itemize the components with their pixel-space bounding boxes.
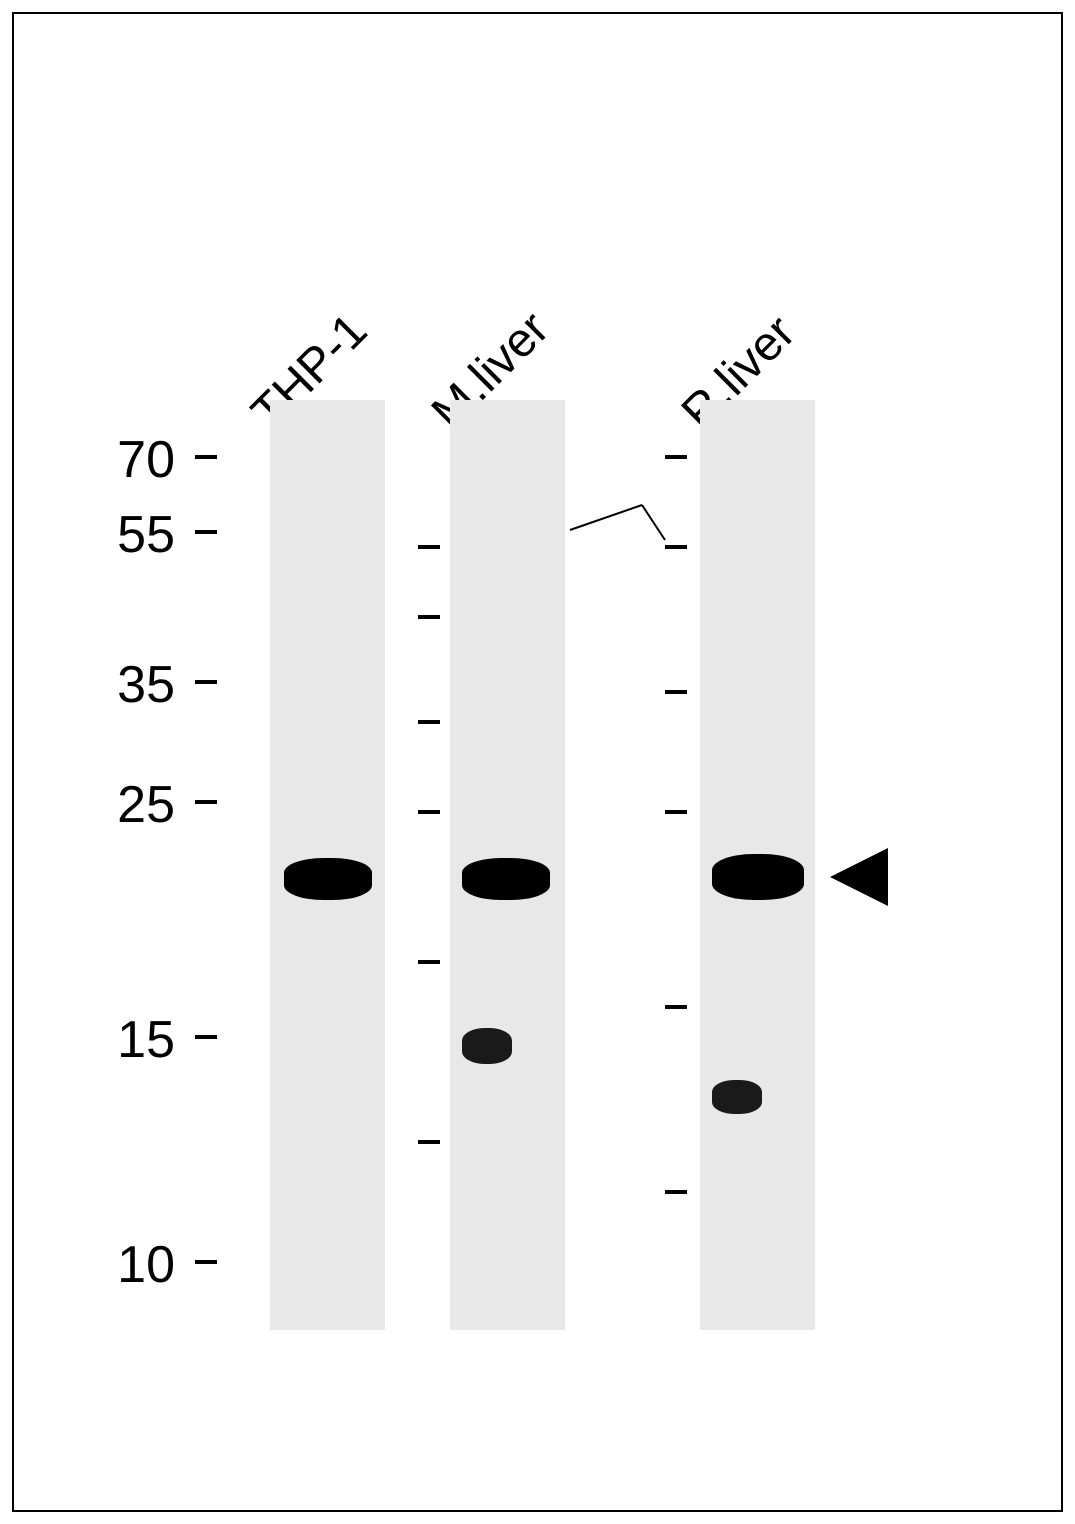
band-lane2-secondary <box>462 1028 512 1064</box>
band-lane3-primary <box>712 854 804 900</box>
tick <box>418 960 440 964</box>
marker-10: 10 <box>105 1235 175 1295</box>
tick <box>665 810 687 814</box>
tick <box>665 545 687 549</box>
tick <box>418 1140 440 1144</box>
tick <box>418 615 440 619</box>
tick <box>195 1260 217 1264</box>
tick <box>418 810 440 814</box>
tick <box>418 545 440 549</box>
tick <box>195 455 217 459</box>
tick <box>195 800 217 804</box>
tick <box>195 680 217 684</box>
marker-35: 35 <box>105 655 175 715</box>
marker-15: 15 <box>105 1010 175 1070</box>
band-lane1-primary <box>284 858 372 900</box>
tick <box>195 530 217 534</box>
tick <box>665 1190 687 1194</box>
band-lane2-primary <box>462 858 550 900</box>
marker-25: 25 <box>105 775 175 835</box>
tick <box>418 720 440 724</box>
marker-70: 70 <box>105 430 175 490</box>
tick <box>665 1005 687 1009</box>
band-lane3-secondary <box>712 1080 762 1114</box>
tick <box>195 1035 217 1039</box>
western-blot: THP-1 M.liver R.liver 70 55 35 25 15 10 <box>0 0 1075 1524</box>
band-pointer-icon <box>830 848 888 906</box>
tick <box>665 690 687 694</box>
marker-55: 55 <box>105 505 175 565</box>
tick <box>665 455 687 459</box>
